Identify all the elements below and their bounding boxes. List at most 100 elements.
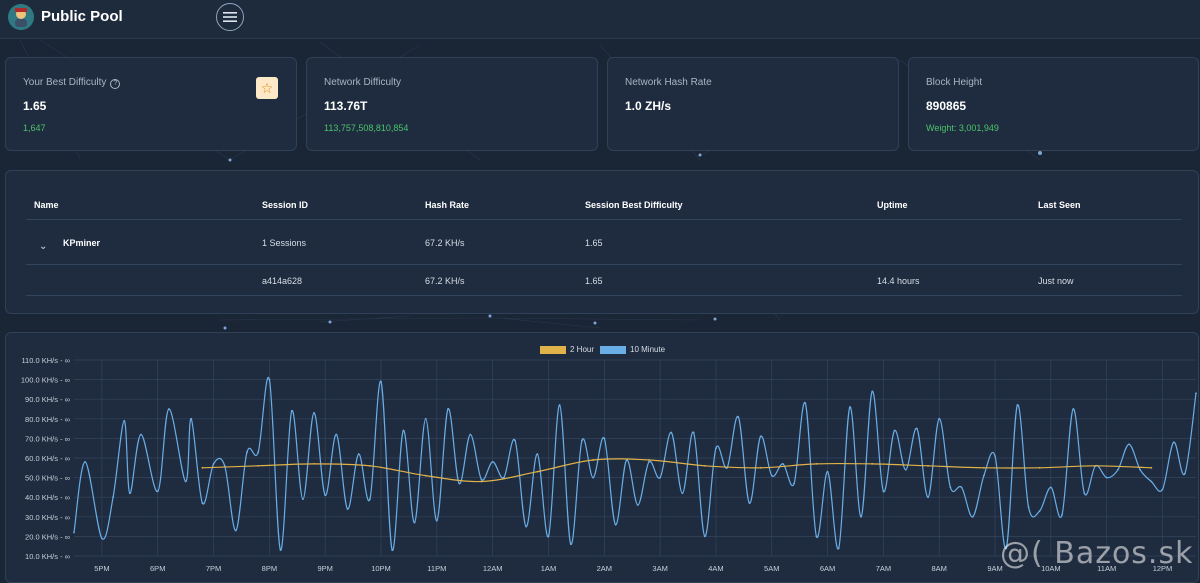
best-difficulty-card: Your Best Difficulty? 1.65 1,647 ☆: [5, 57, 297, 151]
column-header-session-id[interactable]: Session ID: [262, 200, 309, 210]
data-point-2-hour: [871, 462, 874, 465]
data-point-10-minute: [715, 447, 717, 450]
data-point-2-hour: [982, 466, 985, 469]
worker-best-difficulty: 1.65: [585, 238, 603, 248]
legend-swatch-10m[interactable]: [600, 346, 626, 354]
x-tick-label: 5PM: [94, 564, 109, 573]
data-point-2-hour: [927, 464, 929, 467]
y-tick-label: 100.0 KH/s - ∞: [21, 376, 70, 385]
data-point-10-minute: [1161, 488, 1164, 491]
data-point-2-hour: [368, 464, 371, 467]
data-point-10-minute: [994, 455, 996, 457]
column-header-name[interactable]: Name: [34, 200, 59, 210]
favorite-star-button[interactable]: ☆: [256, 77, 278, 99]
column-header-last-seen[interactable]: Last Seen: [1038, 200, 1081, 210]
expand-chevron-icon[interactable]: ⌄: [39, 241, 48, 252]
data-point-2-hour: [424, 474, 427, 477]
data-point-10-minute: [1172, 441, 1175, 444]
column-header-best-difficulty[interactable]: Session Best Difficulty: [585, 200, 683, 210]
data-point-10-minute: [234, 529, 237, 532]
data-point-10-minute: [480, 478, 483, 481]
data-point-10-minute: [212, 462, 215, 465]
legend-label-2h[interactable]: 2 Hour: [570, 345, 595, 354]
data-point-10-minute: [893, 429, 896, 432]
data-point-10-minute: [1038, 510, 1041, 512]
data-point-2-hour: [648, 459, 650, 461]
data-point-10-minute: [915, 427, 918, 430]
worker-name[interactable]: KPminer: [63, 238, 101, 248]
data-point-10-minute: [391, 549, 394, 552]
card-value: 113.76T: [324, 99, 368, 113]
card-label: Block Height: [926, 77, 983, 88]
data-point-10-minute: [659, 476, 662, 479]
card-label: Your Best Difficulty?: [23, 77, 121, 89]
help-icon[interactable]: ?: [110, 79, 121, 89]
column-header-hash-rate[interactable]: Hash Rate: [425, 200, 470, 210]
data-point-10-minute: [368, 498, 371, 501]
data-point-10-minute: [140, 433, 142, 436]
data-point-10-minute: [201, 502, 204, 504]
x-tick-label: 12PM: [1153, 564, 1173, 573]
data-point-10-minute: [782, 462, 784, 465]
data-point-10-minute: [860, 515, 862, 518]
data-point-10-minute: [514, 439, 516, 442]
y-tick-label: 20.0 KH/s - ∞: [25, 532, 70, 541]
data-point-10-minute: [73, 531, 75, 534]
data-point-10-minute: [435, 519, 438, 522]
menu-icon: [223, 12, 237, 22]
data-point-10-minute: [1061, 513, 1063, 516]
legend-swatch-2h[interactable]: [540, 346, 566, 354]
data-point-10-minute: [324, 494, 327, 497]
hamburger-menu-button[interactable]: [216, 3, 244, 31]
data-point-10-minute: [469, 433, 472, 436]
data-point-10-minute: [1027, 506, 1030, 508]
data-point-2-hour: [257, 464, 260, 467]
x-tick-label: 12AM: [483, 564, 503, 573]
pool-logo-icon[interactable]: [8, 4, 34, 30]
y-tick-label: 90.0 KH/s - ∞: [25, 395, 70, 404]
data-point-10-minute: [128, 492, 131, 495]
x-tick-label: 6PM: [150, 564, 165, 573]
data-point-10-minute: [101, 537, 103, 540]
data-point-10-minute: [804, 402, 807, 405]
y-tick-label: 70.0 KH/s - ∞: [25, 434, 70, 443]
session-last-seen: Just now: [1038, 276, 1074, 286]
workers-table: Name Session ID Hash Rate Session Best D…: [5, 170, 1199, 314]
data-point-10-minute: [402, 429, 405, 432]
x-tick-label: 9AM: [987, 564, 1002, 573]
session-uptime: 14.4 hours: [877, 276, 920, 286]
y-tick-label: 30.0 KH/s - ∞: [25, 513, 70, 522]
data-point-10-minute: [793, 482, 795, 485]
data-point-10-minute: [614, 523, 617, 526]
card-subvalue: 1,647: [23, 123, 46, 133]
data-point-10-minute: [536, 453, 539, 455]
column-header-uptime[interactable]: Uptime: [877, 200, 908, 210]
data-point-10-minute: [1005, 547, 1008, 550]
data-point-10-minute: [636, 504, 639, 506]
data-point-10-minute: [592, 476, 595, 479]
data-point-10-minute: [301, 498, 304, 501]
data-point-10-minute: [84, 461, 87, 463]
x-tick-label: 7AM: [876, 564, 891, 573]
data-point-10-minute: [447, 408, 449, 410]
watermark-text: @( Bazos.sk: [1000, 536, 1194, 571]
x-tick-label: 11AM: [1097, 564, 1116, 573]
data-point-10-minute: [290, 410, 293, 412]
x-tick-label: 6AM: [820, 564, 835, 573]
data-point-2-hour: [480, 480, 483, 483]
star-icon: ☆: [260, 80, 274, 96]
data-point-10-minute: [112, 496, 114, 499]
data-point-10-minute: [257, 451, 260, 454]
legend-label-10m[interactable]: 10 Minute: [630, 345, 666, 354]
x-tick-label: 8AM: [932, 564, 947, 573]
data-point-10-minute: [648, 461, 650, 463]
data-point-10-minute: [1195, 392, 1197, 395]
row-divider: [26, 295, 1182, 296]
data-point-10-minute: [1128, 443, 1130, 446]
data-point-10-minute: [424, 417, 427, 420]
data-point-10-minute: [960, 486, 963, 489]
card-value: 1.0 ZH/s: [625, 99, 672, 113]
app-title[interactable]: Public Pool: [41, 8, 123, 25]
block-height-card: Block Height 890865 Weight: 3,001,949: [908, 57, 1199, 151]
